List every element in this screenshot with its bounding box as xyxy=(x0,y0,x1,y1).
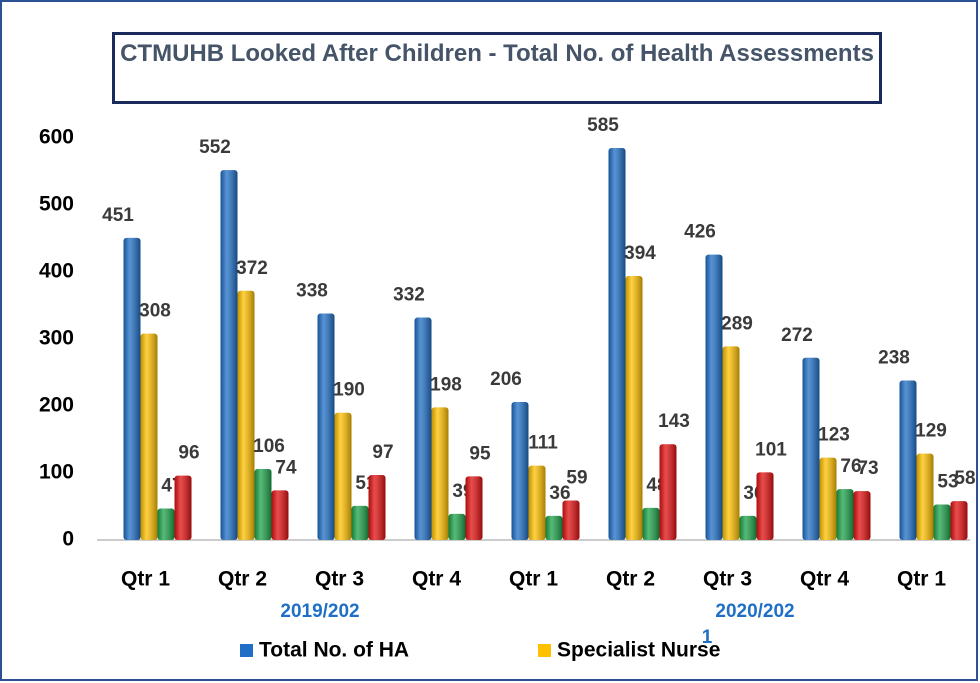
data-label: 585 xyxy=(587,115,619,136)
y-tick-label: 200 xyxy=(39,394,74,417)
bar xyxy=(545,515,563,540)
data-label: 190 xyxy=(333,380,365,401)
data-label: 552 xyxy=(199,137,231,158)
x-tick-label: Qtr 1 xyxy=(897,568,946,591)
legend-label: Total No. of HA xyxy=(259,639,409,662)
data-label: 101 xyxy=(755,439,787,460)
bar xyxy=(237,290,255,540)
bar xyxy=(853,491,871,540)
chart-title: CTMUHB Looked After Children - Total No.… xyxy=(112,32,882,104)
data-label: 308 xyxy=(139,301,171,322)
bar xyxy=(123,237,141,540)
data-label: 97 xyxy=(372,442,393,463)
data-label: 289 xyxy=(721,313,753,334)
bar xyxy=(625,276,643,540)
y-tick-label: 600 xyxy=(39,126,74,149)
bar xyxy=(933,504,951,540)
data-label: 76 xyxy=(840,456,861,477)
data-label: 59 xyxy=(566,467,587,488)
x-tick-label: Qtr 1 xyxy=(509,568,558,591)
group-label: 2019/202 xyxy=(280,601,359,622)
bar xyxy=(431,407,449,540)
y-tick-label: 500 xyxy=(39,193,74,216)
bar xyxy=(174,475,192,540)
bar xyxy=(705,254,723,540)
bar xyxy=(465,476,483,540)
data-label: 111 xyxy=(528,433,558,454)
bar xyxy=(819,457,837,540)
y-tick-label: 0 xyxy=(62,528,74,551)
data-label: 58 xyxy=(954,468,975,489)
legend-label: Specialist Nurse xyxy=(557,639,720,662)
legend-swatch xyxy=(240,644,253,657)
bar xyxy=(157,508,175,540)
data-label: 372 xyxy=(236,258,268,279)
data-label: 272 xyxy=(781,325,813,346)
bar xyxy=(722,346,740,540)
bar xyxy=(351,505,369,540)
bar xyxy=(140,333,158,540)
data-label: 198 xyxy=(430,374,462,395)
data-label: 74 xyxy=(275,457,297,478)
bar xyxy=(802,357,820,540)
data-label: 106 xyxy=(253,436,285,457)
bar xyxy=(916,453,934,540)
bar xyxy=(642,507,660,540)
bar xyxy=(608,148,626,541)
data-label: 129 xyxy=(915,421,947,442)
bar xyxy=(836,489,854,540)
bar xyxy=(317,313,335,540)
bar xyxy=(756,472,774,540)
bar xyxy=(254,468,272,540)
data-label: 95 xyxy=(469,443,491,464)
legend-swatch xyxy=(538,644,551,657)
data-label: 394 xyxy=(624,243,656,264)
bar xyxy=(899,380,917,540)
bar xyxy=(739,515,757,540)
data-label: 96 xyxy=(178,443,199,464)
data-label: 123 xyxy=(818,425,850,446)
x-tick-label: Qtr 4 xyxy=(412,568,461,591)
group-label: 2020/202 xyxy=(715,601,794,622)
bar xyxy=(659,444,677,540)
data-label: 143 xyxy=(658,411,690,432)
data-label: 451 xyxy=(102,205,134,226)
y-tick-label: 100 xyxy=(39,461,74,484)
bar xyxy=(511,401,529,540)
y-tick-label: 300 xyxy=(39,327,74,350)
x-tick-label: Qtr 2 xyxy=(606,568,655,591)
data-label: 338 xyxy=(296,281,328,302)
bar xyxy=(950,501,968,540)
data-label: 238 xyxy=(878,348,910,369)
x-tick-label: Qtr 3 xyxy=(703,568,752,591)
data-label: 73 xyxy=(857,458,878,479)
data-label: 426 xyxy=(684,222,716,243)
bar xyxy=(368,475,386,540)
x-tick-label: Qtr 2 xyxy=(218,568,267,591)
data-label: 206 xyxy=(490,369,522,390)
bar xyxy=(414,317,432,540)
x-tick-label: Qtr 4 xyxy=(800,568,849,591)
x-tick-label: Qtr 1 xyxy=(121,568,170,591)
group-label: 1 xyxy=(702,627,713,648)
bar xyxy=(448,513,466,540)
data-label: 36 xyxy=(549,483,570,504)
y-tick-label: 400 xyxy=(39,260,74,283)
x-tick-label: Qtr 3 xyxy=(315,568,364,591)
bar xyxy=(220,170,238,540)
bar xyxy=(271,490,289,540)
data-label: 53 xyxy=(937,472,958,493)
bar xyxy=(334,412,352,540)
bar xyxy=(528,465,546,540)
bar xyxy=(562,500,580,540)
data-label: 332 xyxy=(393,285,425,306)
